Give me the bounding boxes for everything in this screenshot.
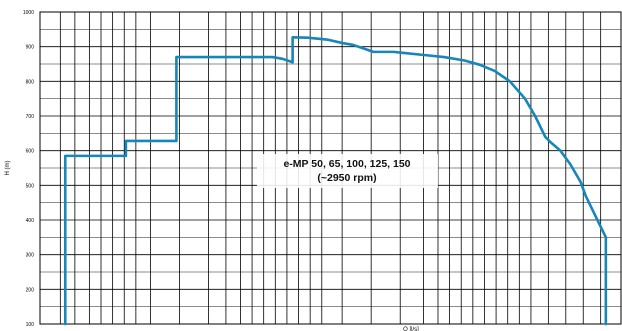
y-tick-label: 1000 [23, 10, 34, 16]
annotation-background [257, 154, 438, 188]
y-axis-label: H (m) [5, 161, 11, 176]
y-tick-label: 400 [26, 218, 35, 224]
y-tick-label: 900 [26, 45, 35, 51]
annotation-subtitle: (~2950 rpm) [317, 172, 376, 184]
y-tick-label: 700 [26, 114, 35, 120]
pump-curve-line [63, 36, 608, 326]
y-tick-label: 100 [26, 322, 35, 328]
y-tick-label: 300 [26, 253, 35, 259]
y-tick-label: 600 [26, 149, 35, 155]
annotation-title: e-MP 50, 65, 100, 125, 150 [283, 158, 410, 170]
bottom-axis-label: Q [l/s] [403, 327, 419, 331]
y-tick-label: 800 [26, 79, 35, 85]
y-tick-label: 500 [26, 183, 35, 189]
y-tick-label: 200 [26, 287, 35, 293]
plot-border [39, 11, 622, 325]
